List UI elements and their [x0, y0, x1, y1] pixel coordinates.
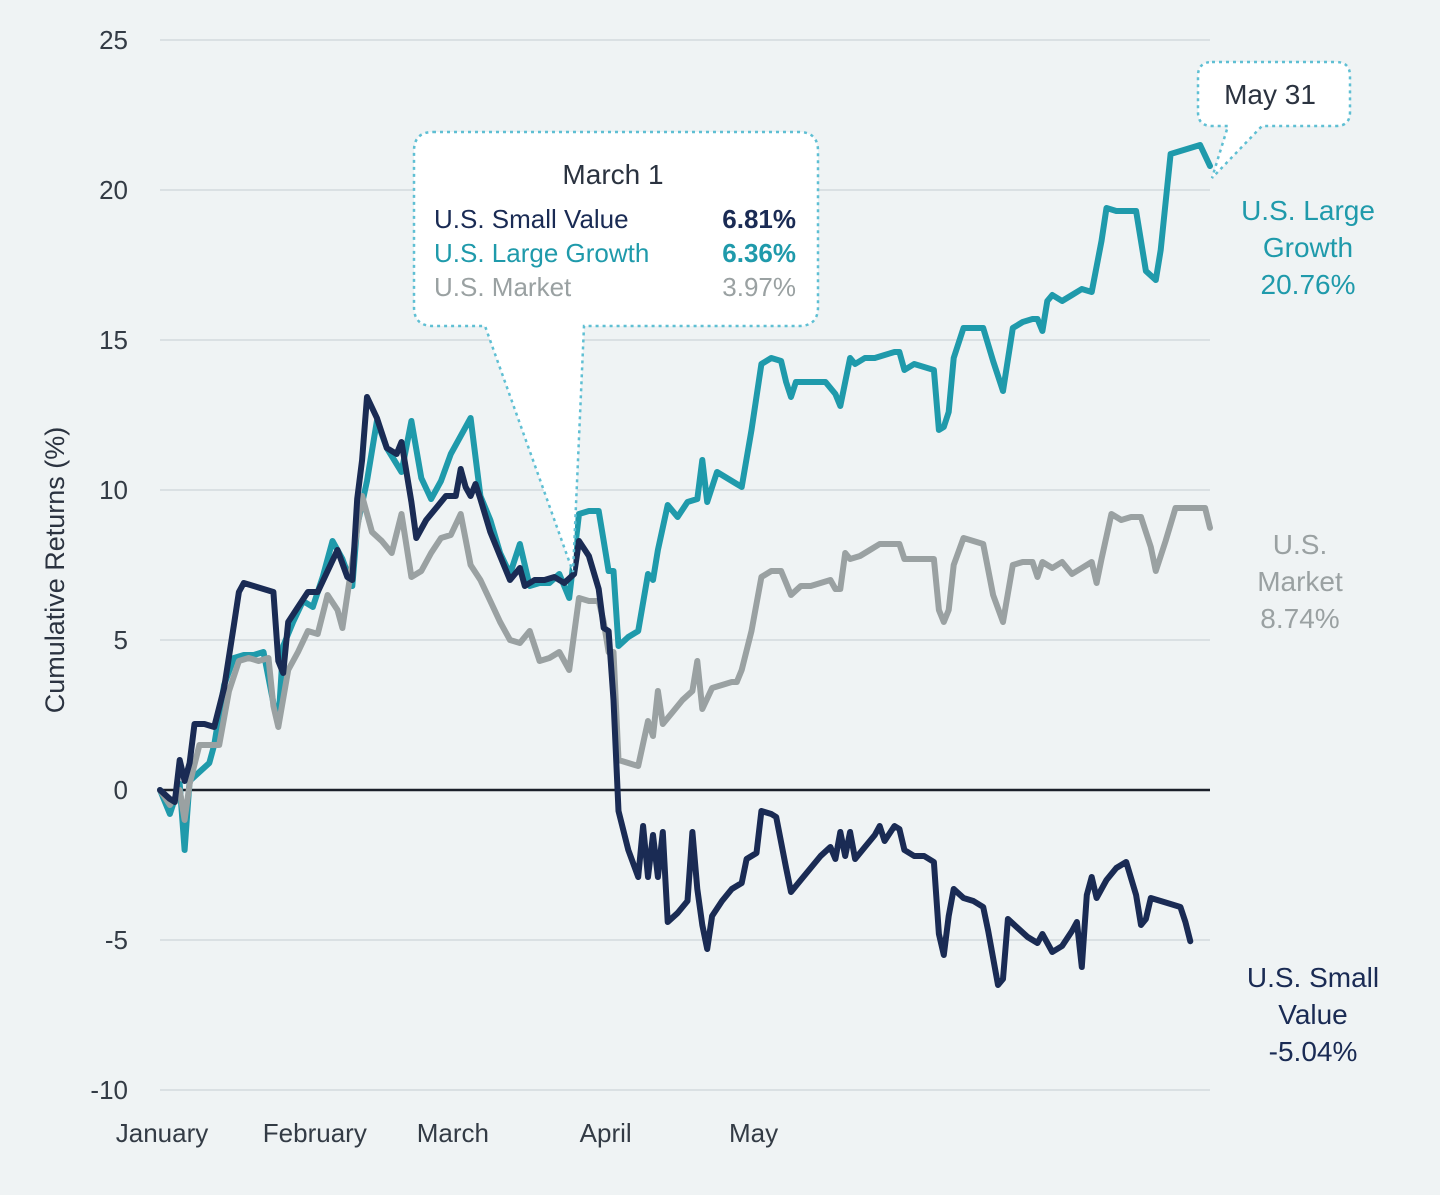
tooltip-row-value: 3.97% — [722, 272, 796, 302]
tooltip-row-value: 6.36% — [722, 238, 796, 268]
y-tick-label: 5 — [114, 625, 128, 655]
y-tick-label: 10 — [99, 475, 128, 505]
march-tooltip-rows: U.S. Small Value 6.81% U.S. Large Growth 6.… — [434, 204, 796, 302]
end-label-line: Growth — [1263, 232, 1353, 263]
tooltip-row-value: 6.81% — [722, 204, 796, 234]
x-tick-label: March — [417, 1118, 489, 1148]
y-tick-label: -5 — [105, 925, 128, 955]
x-tick-label: January — [116, 1118, 209, 1148]
y-axis-ticks: 25 20 15 10 5 0 -5 -10 — [90, 25, 128, 1105]
y-tick-label: 0 — [114, 775, 128, 805]
end-label-line: -5.04% — [1269, 1036, 1358, 1067]
march-tooltip-box — [412, 130, 820, 573]
end-label-line: 8.74% — [1260, 603, 1339, 634]
end-label-line: Market — [1257, 566, 1343, 597]
march-tooltip-title: March 1 — [562, 159, 663, 190]
x-tick-label: February — [263, 1118, 367, 1148]
y-axis-label: Cumulative Returns (%) — [40, 427, 70, 714]
end-label-line: U.S. — [1273, 529, 1327, 560]
series-end-labels: U.S. Large Growth 20.76% U.S. Market 8.74% U.S… — [1241, 195, 1379, 1067]
tooltip-row-label: U.S. Market — [434, 272, 572, 302]
x-tick-label: May — [729, 1118, 778, 1148]
tooltip-row-label: U.S. Small Value — [434, 204, 629, 234]
gridlines — [160, 39, 1210, 1091]
x-tick-label: April — [580, 1118, 632, 1148]
series-line-u-s-market — [157, 493, 1213, 823]
y-tick-label: 15 — [99, 325, 128, 355]
series-lines — [157, 142, 1213, 988]
x-axis-ticks: January February March April May — [116, 1118, 778, 1148]
march-tooltip: March 1 U.S. Small Value 6.81% U.S. Large … — [412, 130, 820, 573]
may-callout: May 31 — [1196, 60, 1352, 179]
may-callout-title: May 31 — [1224, 79, 1316, 110]
end-label-line: 20.76% — [1261, 269, 1356, 300]
may-callout-box — [1196, 60, 1352, 179]
end-label-line: U.S. Large — [1241, 195, 1375, 226]
y-tick-label: -10 — [90, 1075, 128, 1105]
y-tick-label: 25 — [99, 25, 128, 55]
y-tick-label: 20 — [99, 175, 128, 205]
series-line-u-s-large-growth — [157, 142, 1213, 853]
end-label-line: U.S. Small — [1247, 962, 1379, 993]
end-label-line: Value — [1278, 999, 1348, 1030]
series-line-u-s-small-value — [157, 394, 1194, 988]
tooltip-row-label: U.S. Large Growth — [434, 238, 649, 268]
